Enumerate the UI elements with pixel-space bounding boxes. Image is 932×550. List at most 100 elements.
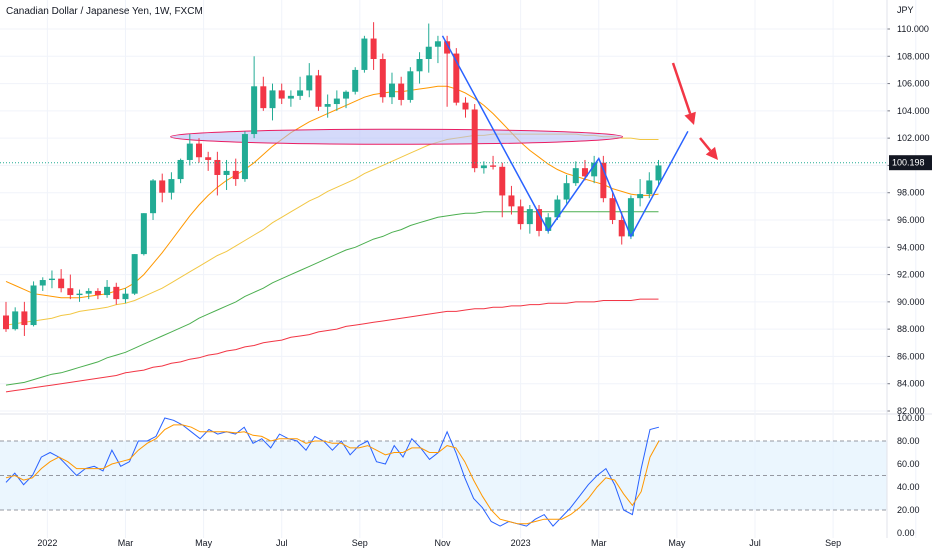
price-tick-label: 108.000: [897, 51, 930, 61]
currency-label: JPY: [897, 5, 914, 15]
price-tick-label: 102.000: [897, 133, 930, 143]
candle-body: [150, 180, 157, 214]
candle-body: [361, 38, 368, 70]
candle-body: [21, 311, 28, 326]
oscillator-tick-label: 20.00: [897, 505, 920, 515]
candle-body: [379, 59, 386, 98]
candle-body: [388, 83, 395, 98]
candle-body: [462, 102, 469, 110]
time-tick-label: Mar: [591, 538, 607, 548]
candle-body: [3, 315, 9, 330]
candle-body: [214, 159, 221, 175]
candle-body: [499, 166, 506, 196]
candle-body: [563, 183, 570, 200]
ema-100-line: [5, 211, 659, 386]
candle-body: [85, 290, 92, 294]
candle-body: [48, 278, 55, 281]
price-tick-label: 90.000: [897, 297, 925, 307]
price-tick-label: 96.000: [897, 215, 925, 225]
price-tick-label: 86.000: [897, 351, 925, 361]
price-tick-label: 82.000: [897, 406, 925, 416]
time-tick-label: Mar: [118, 538, 134, 548]
ema-200-line: [5, 298, 659, 393]
candle-body: [278, 90, 285, 99]
candle-body: [315, 75, 322, 107]
oscillator-layer: [0, 417, 887, 527]
candle-body: [646, 180, 653, 195]
candle-body: [490, 165, 497, 167]
candle-body: [251, 86, 258, 135]
candle-body: [12, 311, 19, 330]
oscillator-tick-label: 40.00: [897, 482, 920, 492]
candle-body: [232, 170, 239, 180]
price-tick-label: 110.000: [897, 24, 929, 34]
last-price-label: 100.198: [892, 158, 925, 168]
price-tick-label: 88.000: [897, 324, 925, 334]
candle-body: [260, 86, 267, 109]
oscillator-tick-label: 0.00: [897, 528, 915, 538]
candle-body: [324, 104, 331, 107]
candle-body: [618, 220, 625, 237]
candle-body: [416, 59, 423, 72]
time-tick-label: Sep: [352, 538, 368, 548]
time-tick-label: 2023: [511, 538, 531, 548]
candle-body: [297, 90, 304, 96]
oscillator-tick-label: 60.00: [897, 459, 920, 469]
candles-layer: [3, 22, 662, 336]
ema-20-line: [5, 85, 659, 299]
candle-body: [453, 53, 460, 103]
price-tick-label: 98.000: [897, 188, 925, 198]
candle-body: [177, 159, 184, 180]
candle-body: [591, 162, 598, 177]
candle-body: [352, 69, 359, 92]
candle-body: [195, 143, 202, 158]
annotations-layer: [0, 35, 887, 239]
candle-body: [333, 98, 340, 105]
last-price-badge: 100.198: [889, 155, 932, 171]
resistance-zone-layer: [170, 128, 624, 145]
candle-body: [39, 280, 46, 286]
down-arrow-shaft: [671, 62, 692, 115]
candle-body: [600, 162, 607, 199]
time-tick-label: Sep: [825, 538, 841, 548]
candle-body: [67, 288, 74, 296]
candle-body: [536, 209, 543, 231]
candle-body: [186, 143, 193, 160]
candle-body: [287, 95, 294, 99]
candle-body: [581, 168, 588, 177]
candle-body: [609, 198, 616, 220]
candle-body: [444, 41, 451, 54]
zigzag-trend-line: [441, 35, 689, 239]
candle-body: [517, 206, 524, 225]
candle-body: [168, 179, 175, 193]
axes-layer: 110.000 108.000 106.000 104.000 102.000 100.0…: [37, 0, 930, 548]
price-tick-label: 104.000: [897, 106, 930, 116]
candle-body: [425, 46, 432, 60]
candle-body: [223, 170, 230, 175]
candle-body: [554, 199, 561, 218]
candle-body: [269, 90, 276, 109]
last-price-badge-bg: [889, 155, 932, 171]
time-tick-label: Jul: [749, 538, 761, 548]
candle-body: [434, 41, 441, 47]
candle-body: [205, 157, 212, 160]
time-tick-label: Jul: [276, 538, 288, 548]
candle-body: [140, 213, 147, 255]
candle-body: [526, 209, 533, 225]
candle-body: [76, 293, 83, 296]
oscillator-tick-label: 100.00: [897, 413, 925, 423]
candle-body: [480, 165, 487, 169]
candle-body: [407, 71, 414, 100]
candle-body: [545, 217, 552, 231]
candle-body: [471, 109, 478, 169]
candle-body: [655, 165, 662, 181]
down-arrow-head: [684, 111, 696, 125]
candle-body: [637, 194, 644, 199]
down-right-arrow-head: [705, 146, 718, 160]
price-tick-label: 84.000: [897, 379, 925, 389]
price-tick-label: 106.000: [897, 79, 930, 89]
time-tick-label: May: [195, 538, 213, 548]
candle-body: [572, 168, 579, 184]
